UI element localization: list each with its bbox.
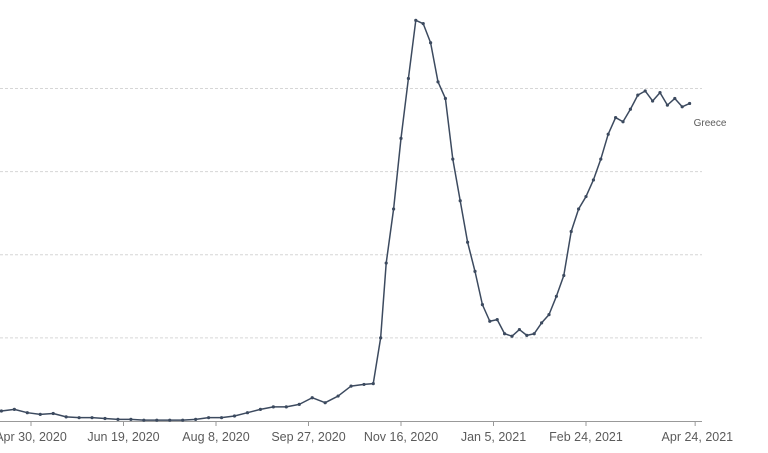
series-label-0: Greece <box>694 118 727 129</box>
data-point-0-62 <box>614 115 618 120</box>
x-tick-label-2: Aug 8, 2020 <box>182 430 249 444</box>
data-point-0-31 <box>384 261 388 265</box>
data-point-0-6 <box>77 416 81 420</box>
data-point-0-65 <box>636 93 640 97</box>
data-point-0-35 <box>414 18 418 22</box>
data-point-0-1 <box>12 407 16 411</box>
data-point-0-4 <box>51 411 55 416</box>
data-point-0-59 <box>591 178 596 182</box>
x-tick-label-0: Apr 30, 2020 <box>0 430 67 444</box>
data-point-0-55 <box>562 273 566 278</box>
data-point-0-42 <box>466 240 470 244</box>
data-point-0-18 <box>232 414 237 418</box>
data-point-0-52 <box>540 321 544 325</box>
data-point-0-26 <box>336 394 340 398</box>
data-point-0-70 <box>673 96 677 101</box>
data-point-0-44 <box>480 303 484 307</box>
x-tick-label-4: Nov 16, 2020 <box>364 430 438 444</box>
data-point-0-72 <box>688 101 692 106</box>
data-point-0-0 <box>0 409 3 413</box>
data-point-0-33 <box>399 136 403 140</box>
gridlines <box>0 88 702 339</box>
data-point-0-14 <box>181 418 185 422</box>
data-point-0-9 <box>116 417 120 421</box>
data-point-0-21 <box>271 405 275 409</box>
data-point-0-2 <box>25 411 29 415</box>
data-point-0-66 <box>643 89 647 93</box>
data-point-0-58 <box>584 194 588 199</box>
data-point-0-34 <box>406 76 410 81</box>
data-point-0-45 <box>488 319 492 323</box>
data-point-0-13 <box>168 418 172 422</box>
data-point-0-23 <box>297 402 301 406</box>
data-point-0-46 <box>495 317 499 322</box>
data-point-0-54 <box>554 294 559 298</box>
data-point-0-3 <box>38 412 42 416</box>
data-point-0-69 <box>665 103 670 107</box>
data-point-0-22 <box>284 405 288 409</box>
data-point-0-17 <box>219 416 224 420</box>
data-point-0-10 <box>129 417 133 421</box>
data-point-0-36 <box>421 22 425 26</box>
data-point-0-20 <box>258 407 262 411</box>
data-point-0-28 <box>362 382 366 387</box>
data-point-0-63 <box>621 120 625 124</box>
data-point-0-37 <box>429 41 433 45</box>
data-point-0-64 <box>628 107 633 111</box>
data-point-0-27 <box>349 384 353 388</box>
data-point-0-43 <box>473 269 477 273</box>
series-layer <box>0 18 692 422</box>
data-point-0-61 <box>606 132 610 136</box>
data-point-0-16 <box>207 416 211 420</box>
data-point-0-30 <box>379 336 383 340</box>
x-tick-label-3: Sep 27, 2020 <box>271 430 345 444</box>
data-point-0-68 <box>658 91 662 95</box>
data-point-0-12 <box>155 418 159 422</box>
data-point-0-15 <box>194 417 198 421</box>
data-point-0-32 <box>392 207 396 211</box>
data-point-0-39 <box>443 96 447 101</box>
x-tick-label-1: Jun 19, 2020 <box>87 430 159 444</box>
x-tick-label-6: Feb 24, 2021 <box>549 430 623 444</box>
data-point-0-25 <box>323 401 327 405</box>
data-point-0-47 <box>503 332 507 336</box>
data-point-0-67 <box>651 99 655 103</box>
data-point-0-56 <box>569 229 573 234</box>
data-point-0-41 <box>458 199 462 203</box>
data-point-0-53 <box>547 313 551 317</box>
data-point-0-19 <box>245 411 250 415</box>
x-axis-ticks: Apr 30, 2020 Jun 19, 2020 Aug 8, 2020 Sep 2… <box>0 421 733 444</box>
data-point-0-57 <box>577 207 581 211</box>
x-tick-label-5: Jan 5, 2021 <box>461 430 526 444</box>
data-point-0-8 <box>103 416 107 421</box>
data-point-0-5 <box>64 415 68 419</box>
data-point-0-71 <box>680 105 684 109</box>
data-point-0-40 <box>451 157 455 161</box>
data-point-0-38 <box>436 80 440 84</box>
data-point-0-48 <box>510 334 514 338</box>
series-line-0 <box>1 19 690 421</box>
data-point-0-7 <box>90 416 94 420</box>
x-tick-label-7: Apr 24, 2021 <box>662 430 734 444</box>
data-point-0-49 <box>517 327 522 332</box>
data-point-0-11 <box>142 418 146 422</box>
series-labels: Greece <box>694 118 727 129</box>
data-point-0-24 <box>310 396 314 400</box>
data-point-0-51 <box>532 332 536 336</box>
data-point-0-50 <box>525 333 529 337</box>
data-point-0-60 <box>599 157 603 161</box>
data-point-0-29 <box>371 381 375 386</box>
